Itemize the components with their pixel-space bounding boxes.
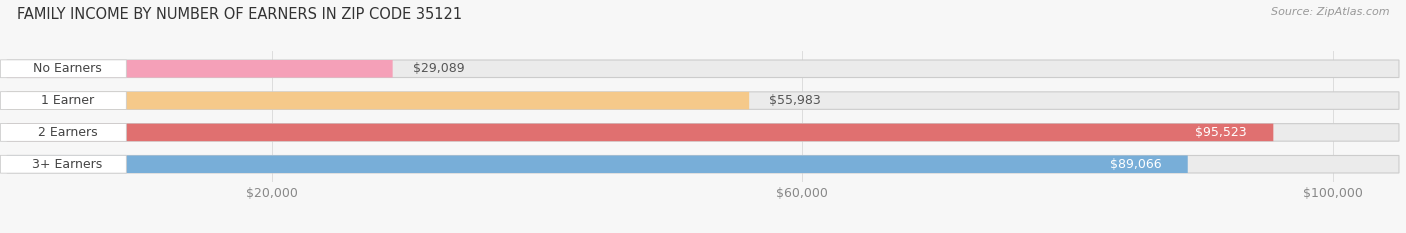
FancyBboxPatch shape [0, 60, 127, 78]
FancyBboxPatch shape [7, 155, 1188, 173]
Text: $29,089: $29,089 [412, 62, 464, 75]
Text: $95,523: $95,523 [1195, 126, 1247, 139]
FancyBboxPatch shape [7, 124, 1399, 141]
Text: 1 Earner: 1 Earner [41, 94, 94, 107]
Text: $55,983: $55,983 [769, 94, 821, 107]
Text: $89,066: $89,066 [1109, 158, 1161, 171]
FancyBboxPatch shape [7, 155, 1399, 173]
FancyBboxPatch shape [0, 155, 127, 173]
Text: 3+ Earners: 3+ Earners [32, 158, 103, 171]
FancyBboxPatch shape [7, 92, 1399, 109]
Text: Source: ZipAtlas.com: Source: ZipAtlas.com [1271, 7, 1389, 17]
FancyBboxPatch shape [7, 92, 749, 109]
FancyBboxPatch shape [0, 123, 127, 141]
FancyBboxPatch shape [7, 124, 1274, 141]
FancyBboxPatch shape [0, 92, 127, 110]
FancyBboxPatch shape [7, 60, 1399, 78]
Text: FAMILY INCOME BY NUMBER OF EARNERS IN ZIP CODE 35121: FAMILY INCOME BY NUMBER OF EARNERS IN ZI… [17, 7, 463, 22]
Text: 2 Earners: 2 Earners [38, 126, 97, 139]
Text: No Earners: No Earners [32, 62, 101, 75]
FancyBboxPatch shape [7, 60, 392, 78]
